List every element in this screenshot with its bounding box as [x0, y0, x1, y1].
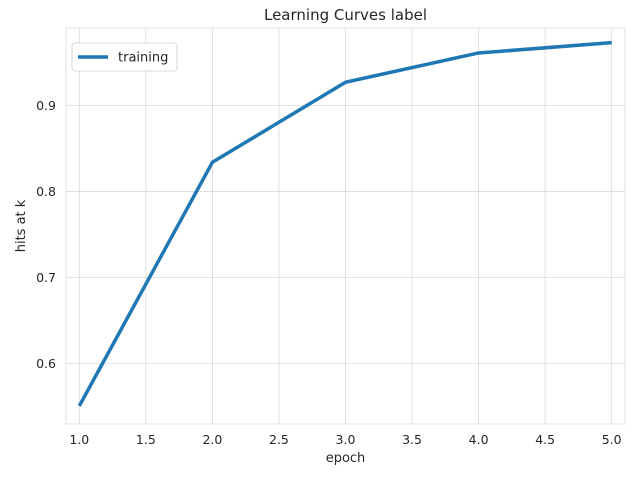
y-tick-label: 0.7	[36, 270, 56, 285]
y-tick-label: 0.6	[36, 356, 56, 371]
y-tick-labels: 0.6 0.7 0.8 0.9	[36, 98, 56, 371]
x-tick-label: 5.0	[602, 432, 622, 447]
y-gridlines	[66, 105, 625, 365]
plot-frame	[65, 27, 626, 425]
x-tick-label: 3.5	[402, 432, 422, 447]
y-tick-label: 0.9	[36, 98, 56, 113]
x-tick-label: 3.0	[336, 432, 356, 447]
x-tick-label: 4.0	[469, 432, 489, 447]
x-gridlines	[78, 28, 613, 424]
x-tick-labels: 1.0 1.5 2.0 2.5 3.0 3.5 4.0 4.5 5.0	[69, 432, 621, 447]
legend-label-training: training	[118, 51, 168, 66]
x-tick-label: 4.5	[535, 432, 555, 447]
series-line-training	[77, 40, 612, 407]
legend-box	[71, 42, 178, 72]
x-tick-label: 1.0	[69, 432, 89, 447]
x-tick-label: 2.5	[269, 432, 289, 447]
x-tick-label: 1.5	[136, 432, 156, 447]
legend: training	[71, 42, 178, 72]
x-axis-label: epoch	[326, 451, 366, 466]
y-tick-label: 0.8	[36, 184, 56, 199]
y-axis-label: hits at k	[14, 199, 29, 252]
chart-title: Learning Curves label	[264, 6, 427, 24]
series-layer	[77, 40, 612, 407]
x-tick-label: 2.0	[202, 432, 222, 447]
